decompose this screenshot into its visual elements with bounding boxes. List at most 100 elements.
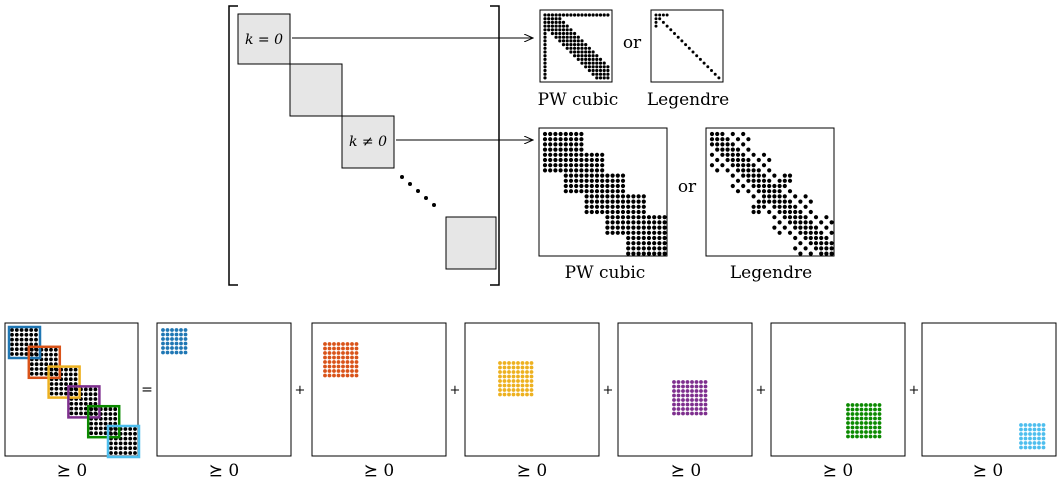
pattern-dot	[680, 39, 684, 43]
pattern-dot	[626, 215, 631, 220]
pattern-dot	[652, 215, 657, 220]
pattern-dot	[646, 246, 652, 251]
pattern-dot	[793, 220, 798, 225]
pattern-dot	[569, 35, 573, 39]
pattern-dot	[569, 46, 573, 50]
pattern-dot	[29, 332, 34, 337]
pattern-dot	[568, 131, 574, 137]
block-dot	[341, 342, 345, 346]
block-dot	[516, 383, 520, 388]
pattern-dot	[595, 54, 599, 58]
pattern-dot	[600, 168, 605, 173]
pattern-dot	[558, 147, 563, 152]
pattern-dot	[568, 183, 574, 189]
pattern-dot	[626, 230, 631, 235]
block-dot	[676, 389, 681, 393]
block-dot	[864, 430, 868, 434]
pattern-dot	[626, 194, 631, 199]
pattern-dot	[574, 137, 579, 142]
pattern-dot	[548, 142, 553, 147]
pattern-dot	[631, 241, 636, 246]
pattern-dot	[803, 215, 808, 220]
pattern-dot	[636, 225, 641, 230]
pattern-dot	[803, 235, 808, 241]
pattern-dot	[584, 178, 589, 183]
pattern-dot	[44, 367, 49, 371]
block-dot	[327, 373, 332, 378]
pattern-dot	[543, 35, 547, 39]
block-dot	[511, 379, 516, 383]
block-dot	[529, 365, 534, 370]
pattern-dot	[600, 157, 605, 163]
pw-cubic-label-1: PW cubic	[538, 90, 619, 110]
pattern-dot	[735, 178, 741, 183]
pattern-dot	[74, 411, 79, 416]
pattern-dot	[68, 367, 73, 372]
pattern-dot	[746, 178, 751, 183]
pattern-dot	[803, 246, 808, 251]
pattern-dot	[569, 28, 573, 32]
plus-sign: +	[909, 383, 920, 398]
pattern-dot	[595, 57, 599, 62]
pattern-dot	[710, 69, 713, 72]
pattern-dot	[741, 173, 746, 178]
pattern-dot	[98, 431, 103, 436]
pattern-dot	[550, 13, 555, 17]
pattern-dot	[24, 342, 29, 347]
pattern-dot	[730, 183, 735, 189]
block-dot	[354, 373, 359, 378]
block-dot	[179, 332, 183, 337]
pattern-dot	[787, 209, 793, 215]
pattern-dot	[574, 189, 579, 194]
pattern-dot	[113, 441, 118, 446]
pattern-dot	[113, 451, 118, 455]
block-dot	[507, 361, 511, 365]
pattern-dot	[756, 199, 761, 204]
right-bracket	[490, 5, 500, 286]
pattern-dot	[118, 441, 123, 446]
pattern-dot	[636, 235, 641, 241]
pattern-dot	[600, 163, 605, 168]
block-dot	[672, 407, 676, 411]
pattern-dot	[646, 235, 652, 241]
left-bracket	[228, 5, 238, 286]
pattern-dot	[595, 13, 599, 17]
pattern-dot	[543, 54, 547, 58]
pw-cubic-label-2: PW cubic	[565, 263, 646, 283]
pattern-dot	[576, 54, 580, 58]
pattern-dot	[79, 401, 83, 406]
pattern-dot	[641, 220, 646, 225]
pattern-dot	[93, 397, 98, 401]
pattern-dot	[600, 189, 605, 194]
block-dot	[183, 328, 188, 332]
block-dot	[1032, 441, 1037, 445]
pattern-dot	[709, 137, 715, 142]
pattern-dot	[558, 168, 563, 173]
block-dot	[332, 346, 336, 351]
block-dot	[170, 350, 174, 355]
pattern-dot	[563, 163, 568, 168]
pattern-dot	[123, 431, 128, 436]
pattern-dot	[558, 24, 562, 28]
pattern-dot	[735, 157, 741, 163]
pattern-dot	[746, 137, 751, 142]
pattern-dot	[53, 347, 58, 352]
pattern-dot	[591, 72, 595, 76]
pattern-dot	[741, 163, 746, 168]
pattern-dot	[568, 168, 574, 173]
pattern-dot	[133, 436, 137, 441]
pattern-dot	[657, 246, 662, 251]
pattern-dot	[584, 43, 588, 47]
pattern-dot	[777, 194, 782, 199]
pattern-dot	[568, 163, 574, 168]
pattern-dot	[128, 446, 133, 451]
pattern-dot	[573, 54, 577, 58]
pattern-dot	[543, 43, 547, 47]
pattern-dot	[665, 13, 669, 17]
pattern-dot	[109, 451, 113, 455]
pattern-dot	[641, 209, 646, 215]
pattern-dot	[589, 173, 594, 178]
block-dot	[525, 361, 529, 365]
pattern-dot	[605, 178, 610, 183]
block-dot	[498, 383, 502, 388]
